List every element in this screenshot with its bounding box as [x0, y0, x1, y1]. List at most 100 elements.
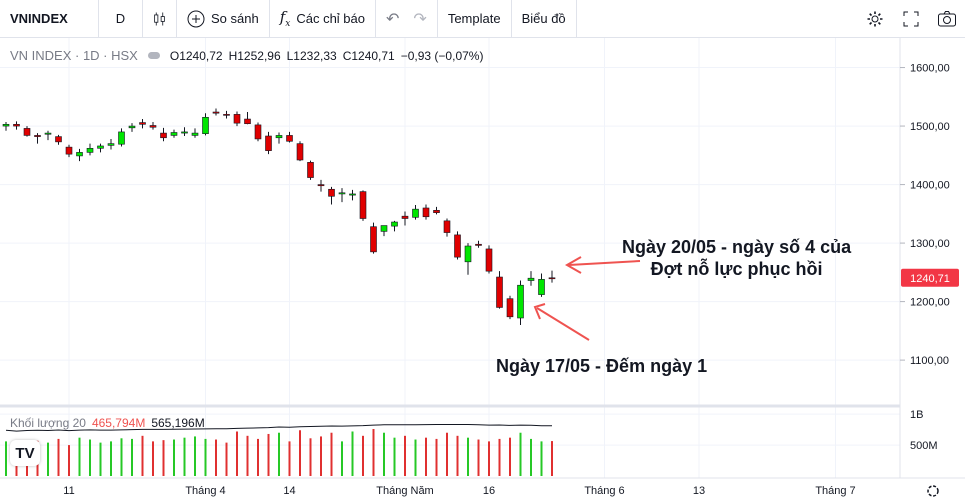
time-axis[interactable]: 11 Tháng 4 14 Tháng Năm 16 Tháng 6 13 Tháng 7: [63, 485, 855, 497]
candle: [76, 148, 83, 162]
undo-icon[interactable]: ↶: [386, 10, 400, 28]
annotation-day4: Ngày 20/05 - ngày số 4 của Đợt nỗ lực ph…: [622, 236, 851, 280]
volume-bar: [320, 436, 322, 476]
candle: [454, 231, 461, 260]
volume-bar: [477, 439, 480, 476]
logo-text: TV: [15, 444, 35, 462]
candle-body: [139, 122, 146, 125]
candle-body: [65, 146, 73, 155]
candle: [380, 225, 388, 237]
redo-icon[interactable]: ↷: [413, 10, 427, 28]
volume-bar: [5, 441, 7, 476]
candle: [233, 111, 241, 127]
axis-settings-button[interactable]: [927, 485, 939, 497]
candle: [464, 243, 472, 275]
candle: [44, 130, 52, 141]
volume-bar: [551, 441, 553, 476]
annotation-day4-line2: Đợt nỗ lực phục hồi: [650, 259, 823, 279]
chart-style-button[interactable]: [143, 0, 177, 38]
volume-bar: [341, 441, 343, 476]
candle: [433, 206, 440, 215]
chart-type-button[interactable]: Biểu đồ: [512, 0, 577, 38]
candle-body: [86, 148, 94, 153]
annotation-day4-line1: Ngày 20/05 - ngày số 4 của: [622, 237, 852, 257]
candle: [317, 179, 325, 192]
volume-bar: [194, 436, 196, 476]
time-tick-label: Tháng 6: [584, 485, 624, 497]
volume-bar: [351, 431, 354, 476]
volume-bar: [225, 442, 228, 476]
candle-body: [265, 135, 272, 151]
volume-bar: [488, 441, 490, 476]
candle: [223, 110, 230, 119]
candle: [118, 128, 125, 147]
candle: [160, 127, 167, 142]
volume-bar: [183, 437, 186, 476]
symbol-label: VNINDEX: [10, 11, 68, 26]
volume-bar: [246, 435, 249, 476]
volume-bar: [404, 435, 406, 476]
time-tick-label: Tháng 4: [185, 485, 225, 497]
volume-bar: [498, 438, 501, 476]
volume-bar: [519, 432, 522, 476]
candle-body: [485, 248, 493, 272]
candle-body: [286, 135, 293, 142]
candle-body: [443, 220, 451, 233]
candle-body: [464, 245, 472, 263]
candle-body: [128, 125, 136, 129]
price-tick-label: 1300,00: [910, 238, 950, 250]
volume-bar: [47, 442, 49, 476]
volume-bar: [509, 437, 511, 476]
compare-button[interactable]: So sánh: [177, 0, 270, 38]
candle: [244, 112, 251, 125]
indicators-label: Các chỉ báo: [296, 11, 365, 26]
volume-bar: [57, 438, 60, 476]
annotation-day1-text: Ngày 17/05 - Đếm ngày 1: [496, 356, 708, 376]
snapshot-button[interactable]: [929, 0, 965, 38]
settings-button[interactable]: [857, 0, 893, 38]
volume-bar: [435, 438, 438, 476]
chart-type-label: Biểu đồ: [521, 11, 566, 26]
candles: [2, 108, 556, 326]
candle-body: [307, 162, 314, 178]
volume-value: 465,794M: [91, 416, 146, 430]
candle: [307, 160, 314, 180]
price-chart[interactable]: 1600,00 1500,00 1400,00 1300,00 1200,00 1100,…: [0, 38, 965, 504]
volume-axis: 1B 500M: [910, 409, 938, 452]
fullscreen-button[interactable]: [893, 0, 929, 38]
candle-body: [380, 225, 388, 232]
candle-body: [212, 111, 220, 114]
candle: [496, 271, 503, 309]
volume-bar: [446, 432, 448, 476]
candle-body: [349, 193, 356, 196]
candle-body: [223, 114, 230, 116]
candle: [527, 271, 535, 286]
tradingview-logo[interactable]: TV: [10, 440, 40, 466]
candle: [286, 131, 293, 143]
candle: [13, 121, 20, 130]
series-title[interactable]: VN INDEX · 1D · HSX: [10, 48, 138, 63]
time-tick-label: Tháng 7: [815, 485, 855, 497]
price-axis[interactable]: 1600,00 1500,00 1400,00 1300,00 1200,00 1100,…: [900, 63, 950, 368]
arrow-day1-head: [533, 303, 546, 320]
candle-body: [202, 116, 209, 134]
volume-bar: [89, 439, 91, 476]
arrow-day4-head: [564, 256, 582, 274]
volume-legend-label[interactable]: Khối lượng 20: [10, 416, 86, 430]
template-button[interactable]: Template: [438, 0, 512, 38]
candle-body: [44, 132, 52, 135]
arrow-day4: [568, 260, 641, 266]
candle-body: [191, 132, 199, 136]
candle-body: [107, 143, 115, 146]
candle-body: [496, 276, 503, 308]
indicators-button[interactable]: fx Các chỉ báo: [270, 0, 376, 38]
volume-ma-line: [5, 423, 553, 432]
interval-button[interactable]: D: [99, 0, 143, 38]
eye-icon[interactable]: [147, 52, 160, 59]
volume-bar: [120, 438, 123, 476]
candle: [370, 222, 377, 254]
symbol-search-button[interactable]: VNINDEX: [0, 0, 99, 38]
candle-body: [506, 298, 514, 318]
volume-bar: [530, 438, 532, 476]
volume-bar: [414, 439, 417, 476]
